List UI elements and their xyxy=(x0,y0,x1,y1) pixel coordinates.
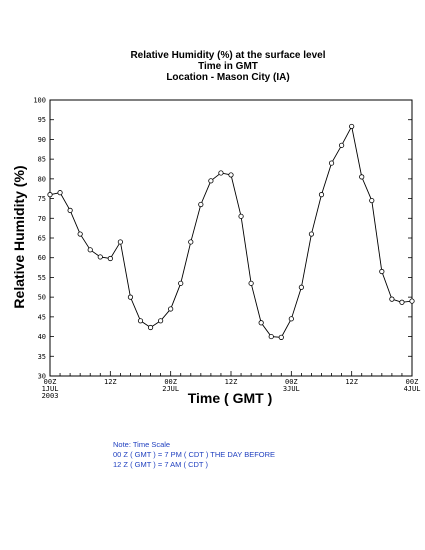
data-point xyxy=(198,201,204,208)
x-tick-label: 00Z xyxy=(44,378,57,386)
humidity-line xyxy=(49,125,413,338)
y-tick-label: 100 xyxy=(33,97,46,105)
data-point xyxy=(268,333,274,340)
data-point xyxy=(107,255,113,262)
y-tick-label: 45 xyxy=(38,313,46,321)
data-point xyxy=(389,296,395,302)
y-tick-label: 55 xyxy=(38,274,46,282)
x-tick-label: 12Z xyxy=(345,378,358,386)
note-line-12z: 12 Z ( GMT ) = 7 AM ( CDT ) xyxy=(113,460,208,469)
x-tick-label: 2JUL xyxy=(162,385,179,393)
chart-subtitle-location: Location - Mason City (IA) xyxy=(166,72,290,83)
data-point xyxy=(308,231,315,237)
data-point xyxy=(228,172,234,178)
data-point xyxy=(188,239,194,245)
x-tick-label: 3JUL xyxy=(283,385,300,393)
data-point xyxy=(248,280,254,286)
data-point xyxy=(77,231,83,237)
y-tick-label: 60 xyxy=(38,254,46,262)
y-tick-label: 85 xyxy=(38,156,46,164)
data-point xyxy=(147,324,154,331)
data-point xyxy=(117,239,123,245)
y-tick-label: 95 xyxy=(38,116,46,124)
x-tick-label: 2003 xyxy=(42,392,59,400)
data-point xyxy=(238,213,244,219)
data-point xyxy=(369,197,375,204)
plot-frame xyxy=(49,99,413,377)
data-point xyxy=(278,334,284,340)
data-point xyxy=(258,320,264,326)
x-tick-label: 12Z xyxy=(104,378,117,386)
y-tick-label: 80 xyxy=(38,175,46,183)
y-tick-label: 65 xyxy=(38,235,46,243)
y-tick-label: 90 xyxy=(38,136,46,144)
data-point xyxy=(339,142,345,148)
data-point xyxy=(158,318,164,324)
data-point xyxy=(67,207,73,213)
x-tick-label: 00Z xyxy=(285,378,298,386)
y-tick-label: 40 xyxy=(38,333,46,341)
x-tick-label: 1JUL xyxy=(42,385,59,393)
note-line-00z: 00 Z ( GMT ) = 7 PM ( CDT ) THE DAY BEFO… xyxy=(113,450,276,459)
data-point xyxy=(298,284,304,290)
data-point xyxy=(168,306,174,312)
data-point xyxy=(318,192,325,198)
data-point xyxy=(137,318,144,324)
y-tick-label: 70 xyxy=(38,215,46,223)
note-heading: Note: Time Scale xyxy=(113,440,171,449)
data-point xyxy=(97,254,103,260)
y-tick-label: 30 xyxy=(38,373,46,381)
data-point xyxy=(57,190,63,196)
x-tick-label: 12Z xyxy=(225,378,238,386)
y-tick-label: 35 xyxy=(38,353,46,361)
data-point xyxy=(328,160,335,166)
data-point xyxy=(409,298,415,304)
data-point xyxy=(359,174,365,180)
data-point xyxy=(178,280,184,286)
data-point xyxy=(218,170,224,176)
data-point xyxy=(349,123,355,130)
y-tick-label: 75 xyxy=(38,195,46,203)
data-point xyxy=(399,299,405,305)
y-tick-label: 50 xyxy=(38,294,46,302)
y-axis-title: Relative Humidity (%) xyxy=(11,165,27,308)
chart-title: Relative Humidity (%) at the surface lev… xyxy=(130,50,326,61)
data-point xyxy=(288,316,294,322)
x-tick-label: 00Z xyxy=(406,378,419,386)
chart-subtitle-time: Time in GMT xyxy=(198,61,258,72)
x-tick-label: 4JUL xyxy=(404,385,421,393)
data-point xyxy=(208,178,214,184)
x-axis-title: Time ( GMT ) xyxy=(188,390,273,406)
data-point xyxy=(87,247,93,253)
data-point xyxy=(379,268,385,275)
data-point xyxy=(47,192,53,198)
x-tick-label: 00Z xyxy=(164,378,177,386)
data-point xyxy=(127,294,134,300)
